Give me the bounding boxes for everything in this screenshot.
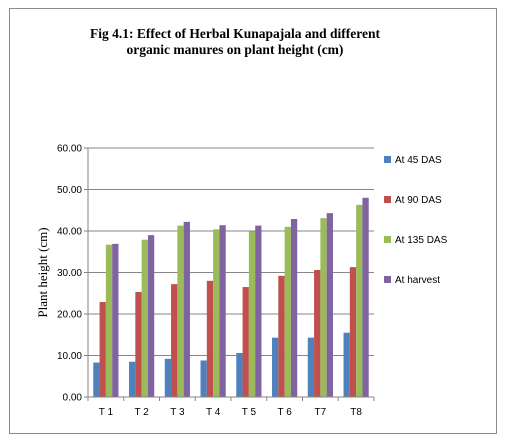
bar-at-45-das-6 <box>307 337 315 397</box>
x-axis-ticks: T 1 T 2 T 3 T 4 T 5 T 6 T7 T8 <box>87 397 375 418</box>
y-axis-ticks: 0.00 10.00 20.00 30.00 40.00 50.00 60.00 <box>57 144 88 404</box>
bar-at-135-das-6 <box>320 218 327 397</box>
legend-label: At 45 DAS <box>395 155 442 166</box>
bar-at-harvest-3 <box>219 225 226 397</box>
y-tick-label: 20.00 <box>57 310 82 321</box>
x-tick-label: T 6 <box>277 407 292 418</box>
legend-swatch <box>384 156 391 163</box>
bar-at-135-das-7 <box>356 204 363 397</box>
bar-at-90-das-7 <box>349 267 357 397</box>
chart-title-line-2: organic manures on plant height (cm) <box>126 42 344 57</box>
y-axis-label: Plant height (cm) <box>35 227 50 317</box>
bar-at-harvest-4 <box>255 225 262 397</box>
legend-swatch <box>384 236 391 243</box>
legend-label: At 90 DAS <box>395 195 442 206</box>
bar-at-135-das-5 <box>284 226 291 397</box>
bar-at-90-das-4 <box>242 287 249 397</box>
bar-at-90-das-2 <box>171 284 178 397</box>
chart-title: Fig 4.1: Effect of Herbal Kunapajala and… <box>40 26 430 58</box>
bar-at-harvest-7 <box>362 197 369 397</box>
legend-label: At harvest <box>395 275 440 286</box>
y-tick-label: 30.00 <box>57 268 82 279</box>
x-tick-label: T8 <box>350 407 362 418</box>
bar-at-harvest-1 <box>147 235 155 397</box>
x-tick-label: T 2 <box>134 407 149 418</box>
bar-at-45-das-4 <box>236 353 243 397</box>
bar-at-135-das-2 <box>177 225 184 397</box>
bar-at-45-das-0 <box>93 362 100 397</box>
x-tick-label: T7 <box>315 407 327 418</box>
x-tick-label: T 5 <box>242 407 257 418</box>
bar-at-135-das-0 <box>105 244 113 397</box>
y-tick-label: 60.00 <box>57 144 82 155</box>
x-tick-label: T 3 <box>170 407 185 418</box>
bar-at-45-das-3 <box>200 360 207 397</box>
bar-at-135-das-1 <box>141 239 148 397</box>
y-tick-label: 40.00 <box>57 227 82 238</box>
bar-at-90-das-3 <box>206 280 214 397</box>
chart-title-line-1: Fig 4.1: Effect of Herbal Kunapajala and… <box>90 26 380 41</box>
legend-swatch <box>384 276 391 283</box>
bar-at-45-das-7 <box>343 332 350 397</box>
bar-at-90-das-6 <box>314 270 321 397</box>
bar-at-90-das-1 <box>135 292 142 397</box>
bars <box>93 197 369 397</box>
bar-at-135-das-3 <box>213 229 220 397</box>
bar-at-45-das-1 <box>129 361 136 397</box>
x-tick-label: T 1 <box>99 407 114 418</box>
bar-at-harvest-5 <box>290 218 298 397</box>
bar-at-harvest-2 <box>183 221 190 397</box>
bar-at-90-das-0 <box>99 301 106 397</box>
bar-at-45-das-2 <box>164 358 172 397</box>
legend-label: At 135 DAS <box>395 235 448 246</box>
bar-at-90-das-5 <box>278 275 285 397</box>
bar-at-harvest-6 <box>326 213 333 397</box>
bar-at-45-das-5 <box>272 337 279 397</box>
bar-at-harvest-0 <box>112 243 119 397</box>
y-tick-label: 10.00 <box>57 351 82 362</box>
y-tick-label: 0.00 <box>63 393 83 404</box>
y-tick-label: 50.00 <box>57 185 82 196</box>
x-tick-label: T 4 <box>206 407 221 418</box>
legend-swatch <box>384 196 391 203</box>
bar-at-135-das-4 <box>248 231 256 397</box>
legend: At 45 DAS At 90 DAS At 135 DAS At harvest <box>384 155 448 286</box>
